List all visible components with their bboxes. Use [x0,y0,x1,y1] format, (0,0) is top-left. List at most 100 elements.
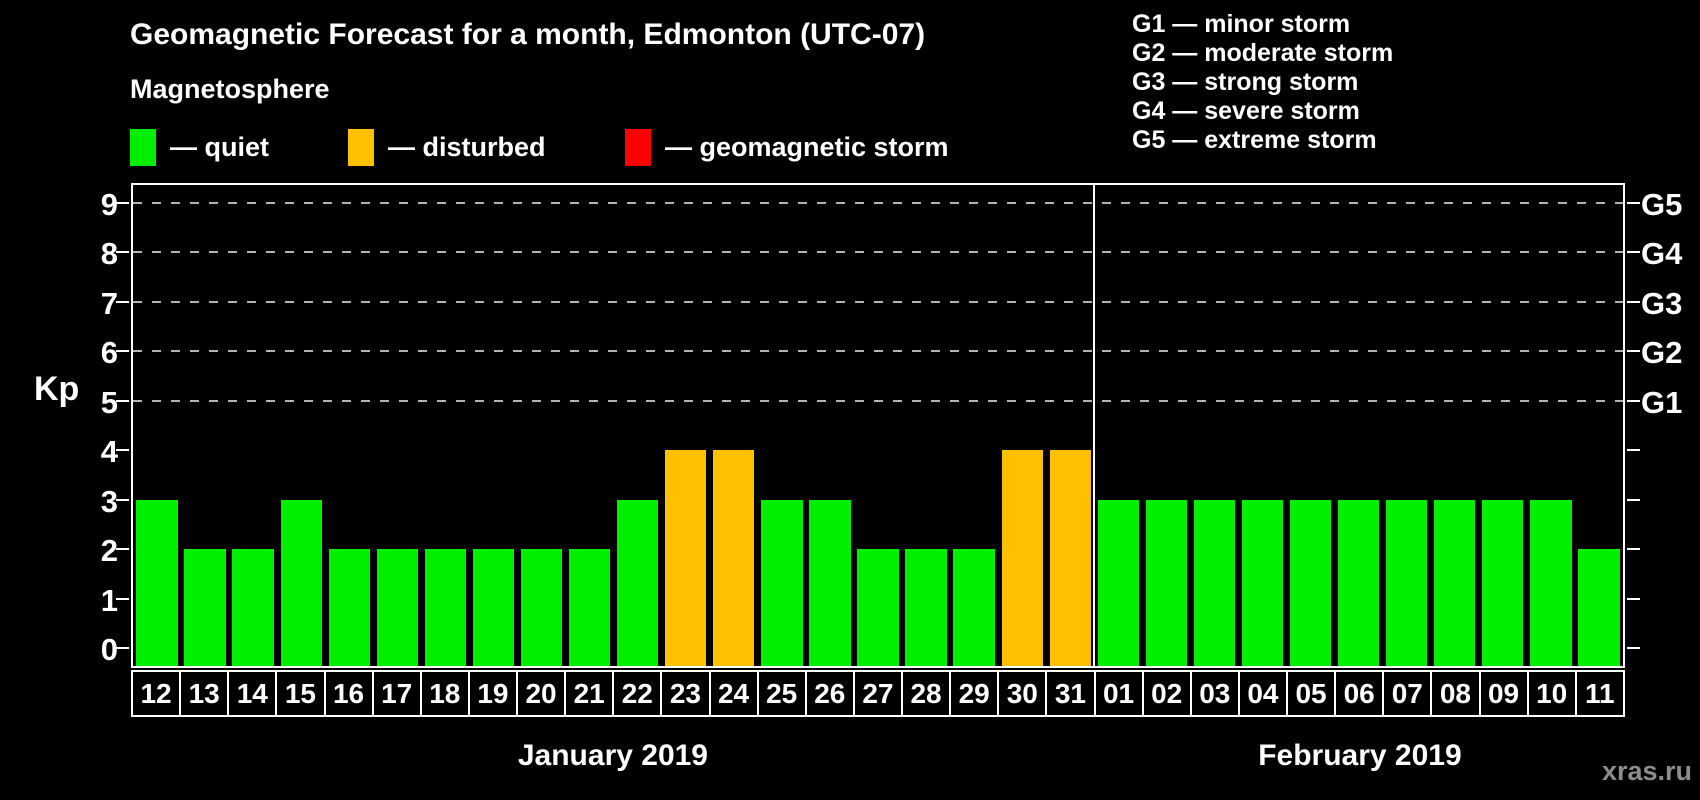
day-label: 14 [227,670,278,717]
day-label: 23 [660,670,711,717]
kp-bar-day-19 [472,549,515,666]
left-axis-tick [116,449,129,452]
day-label: 10 [1526,670,1577,717]
y-tick-label: 6 [100,335,118,371]
y-tick-label: 2 [100,533,118,569]
y-tick-label: 7 [100,285,118,321]
kp-bar-day-26 [809,499,851,666]
right-axis-tick [1627,251,1640,254]
kp-bar-day-16 [328,549,370,666]
day-label: 13 [179,670,230,717]
gridline-kp9 [133,202,1623,204]
g4-legend-line: G4 — severe storm [1132,97,1360,125]
kp-bar-day-28 [905,549,947,666]
g1-legend-line: G1 — minor storm [1132,10,1351,38]
g-level-label: G3 [1641,285,1683,321]
left-axis-tick [116,548,129,551]
day-label: 27 [852,670,903,717]
legend-label-storm: — geomagnetic storm [665,131,949,162]
kp-bar-day-07 [1386,499,1428,666]
kp-bar-day-21 [568,549,611,666]
right-axis-tick [1627,399,1640,402]
day-label: 16 [323,670,374,717]
right-axis-tick [1627,498,1640,501]
month-label-february: February 2019 [1258,739,1462,772]
g2-legend-line: G2 — moderate storm [1132,39,1394,67]
day-label: 07 [1382,670,1433,717]
page-title: Geomagnetic Forecast for a month, Edmont… [130,18,926,51]
left-axis-tick [116,399,129,402]
kp-bar-day-04 [1241,499,1284,666]
kp-bar-day-14 [232,549,274,666]
month-label-january: January 2019 [517,739,708,772]
left-axis-tick [116,498,129,501]
left-axis-tick [116,597,129,600]
day-label: 22 [612,670,663,717]
y-tick-label: 0 [100,632,118,667]
kp-bar-day-30 [1001,450,1043,666]
kp-bar-day-22 [617,499,659,666]
gridline-kp5 [133,399,1623,402]
kp-bar-day-24 [713,450,755,666]
kp-bar-day-25 [761,499,803,666]
g-level-label: G2 [1641,335,1683,371]
day-label: 11 [1574,670,1625,717]
g-level-label: G4 [1641,236,1683,272]
legend-item-disturbed: — disturbed [348,127,546,167]
day-label: 09 [1478,670,1529,717]
right-axis-tick [1627,300,1640,303]
gridline-kp7 [133,300,1623,303]
day-label: 31 [1045,670,1096,717]
kp-bar-day-10 [1530,499,1572,666]
g-level-label: G5 [1641,187,1683,222]
g3-legend-line: G3 — strong storm [1132,68,1359,96]
day-label: 03 [1189,670,1240,717]
right-axis-tick [1627,548,1640,551]
right-axis-tick [1627,597,1640,600]
right-axis-g-labels: G1 G2 G3 G4 G5 [1641,183,1699,668]
legend-label-disturbed: — disturbed [388,131,546,162]
y-tick-label: 3 [100,483,118,519]
left-axis-tick [116,647,129,649]
gridline-kp6 [133,350,1623,353]
right-axis-tick [1627,647,1640,649]
legend-label-quiet: — quiet [170,131,269,162]
kp-bar-day-05 [1289,499,1332,666]
month-label-row: January 2019 February 2019 [131,736,1625,776]
g-level-label: G1 [1641,384,1683,420]
kp-bar-day-23 [665,450,707,666]
y-tick-label: 9 [100,187,118,222]
y-tick-label: 5 [100,384,118,420]
day-label: 06 [1334,670,1385,717]
day-label: 25 [756,670,807,717]
magnetosphere-heading: Magnetosphere [130,74,330,104]
day-label: 04 [1237,670,1288,717]
g5-legend-line: G5 — extreme storm [1132,126,1377,154]
kp-bar-day-13 [184,549,226,666]
kp-bar-day-17 [376,549,418,666]
day-label: 29 [949,670,1000,717]
kp-bar-day-20 [520,549,563,666]
watermark: xras.ru [1601,756,1692,786]
right-axis-tick [1627,449,1640,452]
left-axis-tick [116,300,129,303]
y-tick-label: 4 [100,434,118,470]
storm-color-swatch [625,128,651,166]
day-axis-row: 12 13 14 15 16 17 18 19 20 21 22 23 24 25 26 27 28 29 30 31… [131,670,1625,717]
y-tick-label: 8 [100,236,118,272]
kp-bar-day-03 [1193,499,1236,666]
kp-bar-day-01 [1097,499,1139,666]
day-label: 19 [467,670,518,717]
kp-bar-day-31 [1049,450,1091,666]
plot-area [116,183,1640,668]
day-label: 05 [1286,670,1337,717]
kp-bar-day-08 [1434,499,1476,666]
day-label: 02 [1141,670,1192,717]
kp-bar-day-18 [424,549,467,666]
right-axis-tick [1627,202,1640,204]
left-axis-tick [116,251,129,254]
y-tick-label: 1 [100,582,118,618]
kp-bar-day-11 [1578,549,1620,666]
kp-bar-day-09 [1482,499,1524,666]
